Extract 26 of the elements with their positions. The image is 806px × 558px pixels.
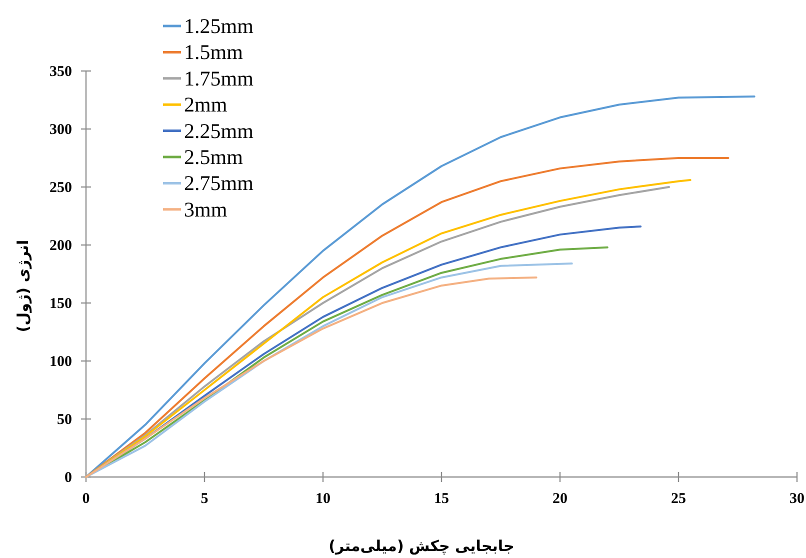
x-tick-label: 20: [552, 491, 568, 507]
y-tick-label: 350: [50, 64, 72, 80]
x-tick-label: 5: [200, 491, 208, 507]
legend-label: 1.5mm: [184, 40, 243, 64]
legend-label: 2.5mm: [184, 145, 243, 169]
x-tick-label: 0: [82, 491, 90, 507]
y-tick-label: 200: [50, 238, 72, 254]
x-tick-label: 10: [316, 491, 330, 507]
y-axis-title: انرژی (ژول): [14, 240, 32, 332]
legend-label: 2mm: [184, 92, 228, 117]
legend-label: 2.25mm: [184, 118, 254, 143]
y-tick-label: 300: [50, 122, 72, 138]
x-tick-label: 25: [671, 491, 686, 507]
x-axis-title: جابجایی چکش (میلی‌متر): [328, 537, 514, 555]
x-tick-label: 30: [790, 491, 804, 507]
x-tick-label: 15: [434, 491, 449, 507]
y-tick-label: 250: [50, 180, 72, 196]
legend-label: 3mm: [184, 197, 228, 222]
y-tick-label: 100: [50, 354, 72, 370]
legend-label: 1.75mm: [184, 66, 254, 90]
line-series: [85, 96, 756, 478]
legend-label: 2.75mm: [184, 171, 254, 196]
y-tick-label: 150: [50, 296, 72, 312]
y-tick-label: 0: [64, 470, 72, 486]
legend-label: 1.25mm: [184, 14, 254, 38]
y-tick-label: 50: [57, 412, 72, 428]
